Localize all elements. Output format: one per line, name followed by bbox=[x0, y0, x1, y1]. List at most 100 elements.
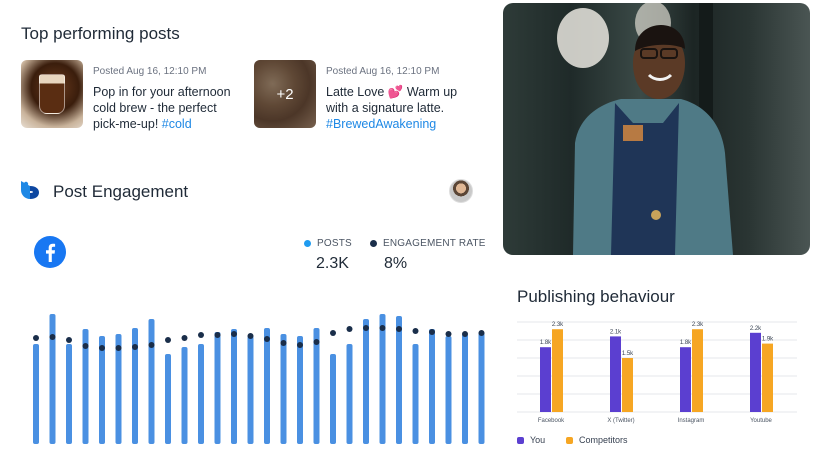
engagement-rate-point[interactable] bbox=[313, 339, 320, 345]
legend-you: You bbox=[517, 435, 545, 445]
engagement-rate-point[interactable] bbox=[181, 335, 188, 341]
engagement-bar[interactable] bbox=[445, 336, 452, 444]
post-card-1[interactable]: Posted Aug 16, 12:10 PM Pop in for your … bbox=[21, 60, 243, 132]
engagement-rate-point[interactable] bbox=[247, 333, 254, 339]
engagement-bar[interactable] bbox=[330, 354, 336, 444]
publishing-bar[interactable] bbox=[762, 343, 773, 412]
cold-brew-thumbnail[interactable] bbox=[21, 60, 83, 128]
engagement-rate-point[interactable] bbox=[280, 340, 287, 346]
top-posts-title: Top performing posts bbox=[21, 24, 180, 43]
engagement-rate-point[interactable] bbox=[99, 345, 105, 351]
engagement-rate-point[interactable] bbox=[198, 332, 204, 338]
engagement-chart bbox=[33, 314, 485, 444]
latte-thumbnail[interactable]: +2 bbox=[254, 60, 316, 128]
publishing-bar[interactable] bbox=[750, 332, 761, 412]
engagement-rate-point[interactable] bbox=[297, 342, 303, 348]
bar-value-label: 1.9k bbox=[762, 337, 774, 343]
engagement-bar[interactable] bbox=[264, 328, 270, 444]
engagement-rate-point[interactable] bbox=[231, 331, 237, 337]
engagement-rate-point[interactable] bbox=[148, 342, 155, 348]
engagement-rate-point[interactable] bbox=[33, 335, 39, 341]
engagement-rate-point[interactable] bbox=[396, 326, 402, 332]
engagement-bar[interactable] bbox=[99, 336, 105, 444]
engagement-bar[interactable] bbox=[429, 329, 435, 444]
category-label: X (Twitter) bbox=[607, 418, 634, 424]
engagement-bar[interactable] bbox=[181, 347, 188, 444]
engagement-rate-point[interactable] bbox=[132, 344, 138, 350]
engagement-rate-point[interactable] bbox=[412, 328, 419, 334]
posts-value: 2.3K bbox=[316, 255, 349, 272]
post-date: Posted Aug 16, 12:10 PM bbox=[93, 66, 207, 77]
engagement-rate-point[interactable] bbox=[445, 331, 452, 337]
engagement-rate-point[interactable] bbox=[346, 326, 353, 332]
publishing-bar[interactable] bbox=[610, 336, 621, 412]
engagement-bar[interactable] bbox=[49, 314, 56, 444]
engagement-bar[interactable] bbox=[247, 336, 254, 444]
engagement-bar[interactable] bbox=[346, 344, 353, 444]
engagement-bar[interactable] bbox=[66, 344, 72, 444]
engagement-bar[interactable] bbox=[231, 329, 237, 444]
engagement-rate-point[interactable] bbox=[165, 337, 171, 343]
publishing-bar[interactable] bbox=[552, 329, 563, 412]
engagement-rate-point[interactable] bbox=[115, 345, 122, 351]
engagement-rate-point[interactable] bbox=[462, 331, 468, 337]
engagement-bar[interactable] bbox=[132, 328, 138, 444]
engagement-title: Post Engagement bbox=[53, 182, 189, 201]
engagement-bar[interactable] bbox=[478, 332, 485, 444]
engagement-bar[interactable] bbox=[297, 336, 303, 444]
post-card-2[interactable]: +2 Posted Aug 16, 12:10 PM Latte Love 💕 … bbox=[254, 60, 464, 132]
publishing-chart: 1.8k 2.3k Facebook 2.1k 1.5k X (Twitter) 1.8k 2… bbox=[517, 321, 797, 424]
bar-value-label: 1.8k bbox=[680, 340, 692, 346]
engagement-bar[interactable] bbox=[214, 332, 221, 444]
publishing-bar[interactable] bbox=[540, 347, 551, 412]
posts-dot-icon bbox=[304, 240, 311, 247]
engagement-rate-point[interactable] bbox=[478, 330, 485, 336]
bar-value-label: 2.3k bbox=[692, 322, 704, 328]
publishing-bar[interactable] bbox=[622, 358, 633, 412]
engagement-bar[interactable] bbox=[379, 314, 386, 444]
engagement-rate-point[interactable] bbox=[49, 334, 56, 340]
category-label: Youtube bbox=[750, 418, 772, 424]
post-date: Posted Aug 16, 12:10 PM bbox=[326, 66, 440, 77]
barista-photo bbox=[503, 3, 810, 255]
engagement-bar[interactable] bbox=[313, 328, 320, 444]
category-label: Facebook bbox=[538, 418, 565, 424]
engagement-rate-point[interactable] bbox=[66, 337, 72, 343]
engagement-rate-point[interactable] bbox=[363, 325, 369, 331]
engagement-bar[interactable] bbox=[462, 334, 468, 444]
facebook-icon[interactable] bbox=[34, 236, 66, 268]
post-text: Latte Love 💕 Warm up with a signature la… bbox=[326, 85, 458, 131]
engagement-bar[interactable] bbox=[396, 316, 402, 444]
engagement-bar[interactable] bbox=[280, 334, 287, 444]
engagement-bar[interactable] bbox=[363, 319, 369, 444]
engagement-bar[interactable] bbox=[165, 354, 171, 444]
more-images-count[interactable]: +2 bbox=[276, 85, 294, 103]
user-avatar[interactable] bbox=[449, 179, 473, 203]
engagement-bar[interactable] bbox=[115, 334, 122, 444]
engagement-rate-point[interactable] bbox=[379, 325, 386, 331]
publishing-bar[interactable] bbox=[692, 329, 703, 412]
engagement-bar[interactable] bbox=[33, 344, 39, 444]
engagement-bar[interactable] bbox=[82, 329, 89, 444]
engagement-rate-point[interactable] bbox=[82, 343, 89, 349]
rate-value: 8% bbox=[384, 255, 408, 272]
category-label: Instagram bbox=[678, 418, 705, 424]
engagement-rate-point[interactable] bbox=[264, 336, 270, 342]
bar-value-label: 2.3k bbox=[552, 322, 564, 328]
engagement-rate-point[interactable] bbox=[214, 332, 221, 338]
engagement-bar[interactable] bbox=[148, 319, 155, 444]
bar-value-label: 1.5k bbox=[622, 351, 634, 357]
bar-value-label: 1.8k bbox=[540, 340, 552, 346]
post-hashtag[interactable]: #BrewedAwakening bbox=[326, 117, 437, 131]
coffee-cup-icon bbox=[39, 74, 65, 114]
publishing-bar[interactable] bbox=[680, 347, 691, 412]
engagement-bar[interactable] bbox=[412, 344, 419, 444]
engagement-bar[interactable] bbox=[198, 344, 204, 444]
post-hashtag[interactable]: #cold bbox=[161, 117, 192, 131]
bar-value-label: 2.2k bbox=[750, 326, 762, 332]
engagement-rate-point[interactable] bbox=[330, 330, 336, 336]
brand-logo-icon bbox=[21, 181, 39, 199]
engagement-rate-point[interactable] bbox=[429, 329, 435, 335]
post-text: Pop in for your afternoon cold brew - th… bbox=[93, 85, 231, 131]
rate-dot-icon bbox=[370, 240, 377, 247]
